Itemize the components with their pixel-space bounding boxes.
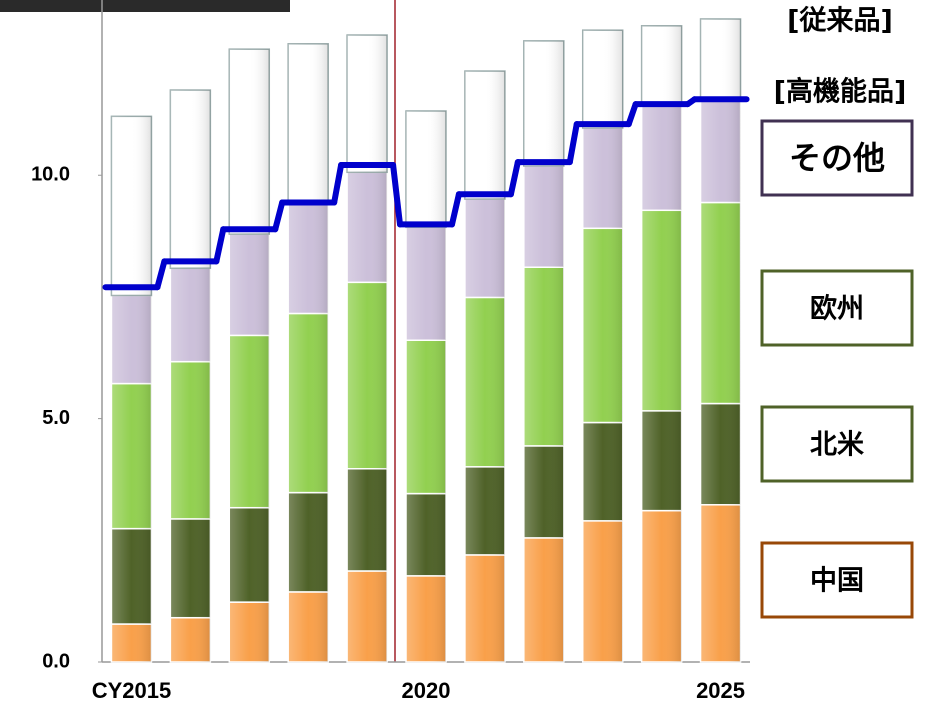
line-connector xyxy=(449,191,462,228)
bar-sheen xyxy=(111,383,152,529)
bar-sheen xyxy=(347,35,388,173)
line-connector xyxy=(390,162,403,228)
bar-sheen xyxy=(523,165,564,268)
bar-sheen xyxy=(111,116,152,296)
x-tick-label: 2025 xyxy=(696,678,745,703)
bar-sheen xyxy=(229,507,270,603)
bar-sheen xyxy=(582,520,623,662)
bar-sheen xyxy=(170,518,211,618)
decor-image xyxy=(0,0,290,12)
bar-sheen xyxy=(111,295,152,384)
bar-sheen xyxy=(347,282,388,469)
legend-box xyxy=(760,405,914,483)
bar-sheen xyxy=(641,25,682,104)
bar-sheen xyxy=(288,591,329,662)
line-connector xyxy=(566,121,580,166)
bar-sheen xyxy=(582,30,623,129)
legend-label: 欧州 xyxy=(810,294,864,325)
bar-sheen xyxy=(700,403,741,505)
legend-box xyxy=(760,269,914,347)
legend-box xyxy=(760,541,914,619)
bar-sheen xyxy=(700,18,741,100)
y-tick-label: 10.0 xyxy=(31,164,70,186)
bar-sheen xyxy=(523,537,564,662)
bar-sheen xyxy=(582,422,623,521)
y-tick-label: 0.0 xyxy=(42,650,70,672)
y-tick-label: 5.0 xyxy=(42,407,70,429)
bar-sheen xyxy=(582,228,623,423)
bar-sheen xyxy=(523,445,564,538)
bar-sheen xyxy=(406,227,446,341)
bar-sheen xyxy=(464,71,505,200)
bar-sheen xyxy=(523,40,564,166)
bar-sheen xyxy=(288,313,329,493)
bar-sheen xyxy=(347,172,388,283)
line-connector xyxy=(331,162,345,206)
bar-sheen xyxy=(347,468,388,571)
bar-sheen xyxy=(523,267,564,446)
bar-sheen xyxy=(170,361,211,519)
x-tick-label: 2020 xyxy=(402,678,451,703)
bar-sheen xyxy=(288,43,329,205)
bar-sheen xyxy=(406,493,446,576)
bar-sheen xyxy=(229,234,270,336)
line-connector xyxy=(625,101,639,128)
bar-sheen xyxy=(641,410,682,511)
bar-sheen xyxy=(464,554,505,662)
bar-sheen xyxy=(229,335,270,508)
bar-sheen xyxy=(582,128,623,229)
line-connector xyxy=(684,96,698,108)
bar-sheen xyxy=(700,504,741,662)
line-connector xyxy=(507,159,521,198)
line-connector xyxy=(154,258,168,291)
legend-label: その他 xyxy=(789,139,885,177)
line-connector xyxy=(272,199,286,233)
bar-sheen xyxy=(111,624,152,662)
legend-label: [高機能品] xyxy=(774,76,907,108)
bar-sheen xyxy=(700,99,741,203)
legend-label: [従来品] xyxy=(787,6,893,37)
bar-sheen xyxy=(641,510,682,662)
bar-sheen xyxy=(464,466,505,555)
bar-sheen xyxy=(464,297,505,467)
legend-box xyxy=(760,119,914,197)
bar-sheen xyxy=(347,570,388,662)
legend-label: 北米 xyxy=(810,430,864,461)
bar-sheen xyxy=(464,199,505,298)
bar-sheen xyxy=(406,575,446,662)
bar-sheen xyxy=(229,49,270,235)
bar-sheen xyxy=(406,110,446,228)
bar-sheen xyxy=(170,617,211,662)
bar-sheen xyxy=(641,210,682,411)
legend-label: 中国 xyxy=(810,566,864,597)
bar-sheen xyxy=(641,103,682,211)
bar-sheen xyxy=(406,340,446,494)
x-tick-label: CY2015 xyxy=(92,678,172,703)
bar-sheen xyxy=(288,204,329,314)
bar-sheen xyxy=(229,602,270,662)
bar-sheen xyxy=(111,528,152,625)
bar-sheen xyxy=(700,202,741,404)
bar-sheen xyxy=(170,90,211,269)
bar-sheen xyxy=(170,268,211,362)
line-connector xyxy=(213,226,227,265)
bar-sheen xyxy=(288,492,329,592)
